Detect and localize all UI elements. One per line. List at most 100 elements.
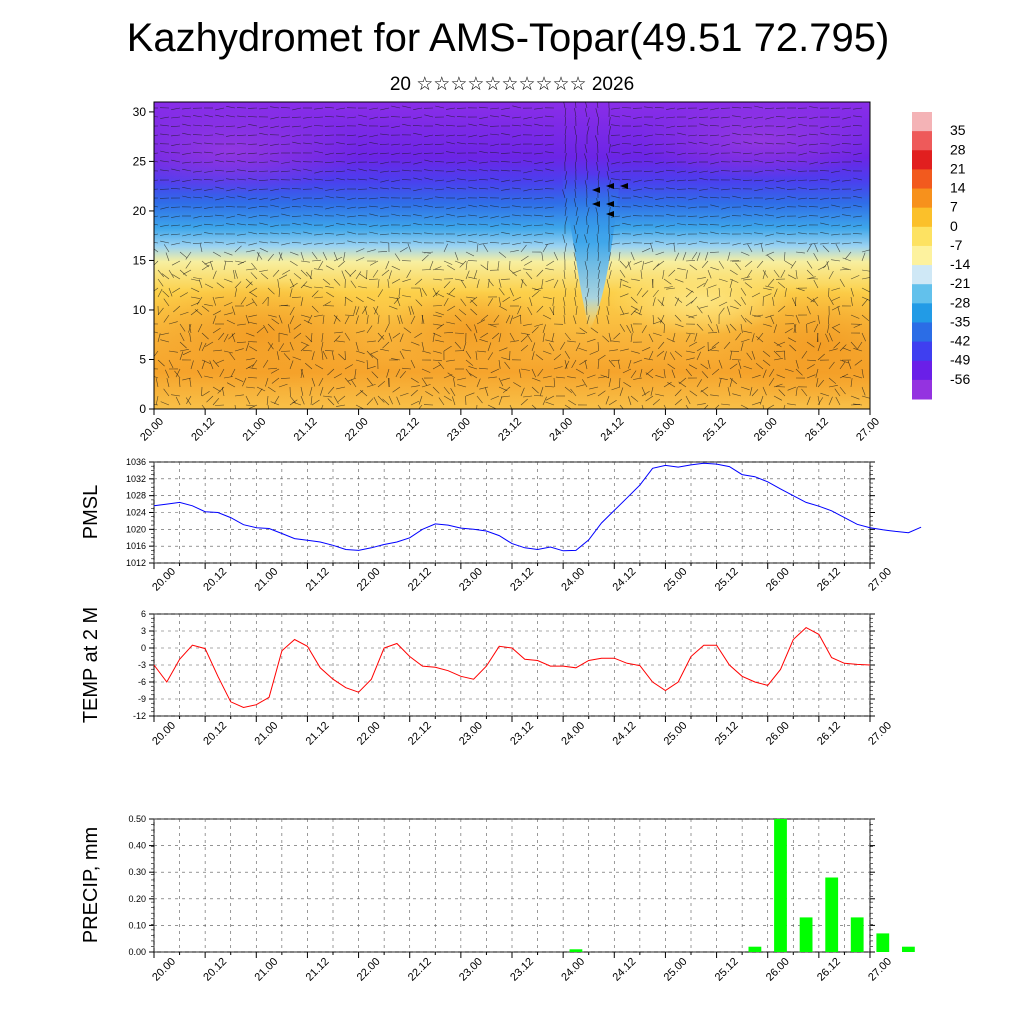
wind-barb — [460, 298, 467, 307]
wind-barb — [479, 151, 489, 154]
wind-barb — [727, 387, 731, 397]
wind-barb — [613, 332, 621, 340]
wind-barb — [457, 169, 467, 172]
wind-barb — [861, 249, 870, 253]
wind-barb — [291, 296, 302, 298]
wind-barb — [443, 386, 450, 395]
wind-barb — [606, 153, 610, 163]
wind-barb — [498, 251, 507, 258]
wind-barb — [413, 197, 423, 200]
wind-barb — [666, 179, 676, 182]
wind-barb — [718, 278, 728, 282]
wind-barb — [625, 260, 632, 269]
wind-barb — [776, 169, 786, 172]
wind-barb — [657, 341, 665, 350]
wind-barb — [336, 214, 346, 217]
wind-barb — [215, 107, 225, 111]
wind-barb — [314, 242, 324, 245]
wind-barb — [204, 206, 214, 209]
wind-barb — [289, 315, 295, 325]
wind-barb — [861, 332, 866, 342]
wind-barb — [245, 301, 255, 307]
wind-barb — [333, 331, 344, 334]
wind-barb — [251, 262, 258, 271]
wind-barb — [465, 350, 472, 359]
wind-barb — [182, 152, 192, 155]
wind-barb — [677, 205, 687, 208]
wind-barb — [160, 160, 170, 163]
wind-barb — [672, 332, 676, 342]
wind-barb — [769, 368, 775, 377]
wind-barb — [553, 353, 562, 361]
wind-barb — [452, 396, 456, 406]
precip-xtick-label-1: 20.12 — [201, 956, 229, 984]
wind-barb — [212, 310, 222, 316]
wind-barb — [743, 141, 753, 145]
wind-barb — [283, 353, 291, 361]
wind-barb — [696, 277, 706, 280]
wind-barb — [586, 215, 588, 226]
wind-barb — [162, 290, 170, 298]
wind-barb — [189, 378, 192, 388]
wind-barb — [498, 377, 504, 387]
wind-barb — [564, 243, 567, 253]
wind-barb — [674, 252, 680, 262]
wind-barb — [335, 125, 346, 127]
wind-barb — [573, 243, 577, 253]
wind-barb — [696, 252, 701, 262]
wind-barb — [377, 251, 388, 253]
wind-barb — [270, 188, 280, 191]
wind-barb — [861, 314, 870, 322]
wind-barb — [783, 404, 786, 409]
temp-ytick-label-3: -3 — [138, 660, 146, 670]
wind-barb — [270, 224, 280, 228]
wind-barb — [182, 187, 192, 190]
wind-barb — [542, 324, 546, 334]
wind-barb — [534, 287, 544, 291]
wind-barb — [498, 396, 503, 406]
wind-barb — [627, 261, 632, 271]
wind-barb — [842, 347, 852, 352]
wind-barb — [432, 287, 438, 297]
wind-barb — [237, 115, 247, 118]
wind-barb — [529, 297, 533, 307]
wind-barb — [260, 272, 269, 280]
wind-barb — [182, 115, 192, 118]
wind-barb — [522, 241, 533, 244]
precip-ytick-label-5: 0.50 — [128, 814, 146, 824]
wind-barb — [267, 367, 278, 370]
wind-barb — [842, 116, 852, 120]
wind-barb — [534, 233, 544, 236]
wind-barb — [479, 161, 489, 164]
wind-barb — [700, 389, 709, 397]
colorbar-label-1: 28 — [950, 141, 966, 157]
wind-barb — [382, 341, 390, 349]
wind-barb — [300, 260, 310, 263]
wind-barb — [586, 374, 596, 379]
wind-barb — [446, 321, 456, 325]
wind-barb — [852, 242, 863, 244]
wind-barb — [270, 152, 280, 155]
wind-barb — [314, 296, 324, 299]
wind-barb — [665, 169, 676, 172]
wind-barb — [828, 361, 835, 370]
wind-barb — [853, 348, 863, 352]
wind-barb — [355, 359, 365, 363]
wind-barb — [456, 188, 467, 190]
wind-barb — [685, 300, 694, 307]
wind-barb — [573, 252, 577, 262]
wind-barb — [729, 377, 737, 385]
wind-barb — [487, 404, 497, 409]
wind-barb — [421, 254, 429, 262]
wind-barb — [656, 350, 665, 357]
wind-barb — [611, 178, 621, 181]
wind-barb — [677, 132, 687, 136]
wind-barb — [165, 369, 170, 379]
wind-barb — [775, 116, 786, 118]
wind-barb — [710, 152, 720, 156]
wind-barb — [509, 250, 519, 253]
wind-barb — [622, 368, 632, 374]
wind-barb — [597, 341, 599, 352]
wind-barb — [425, 391, 434, 397]
wind-barb — [732, 178, 742, 181]
